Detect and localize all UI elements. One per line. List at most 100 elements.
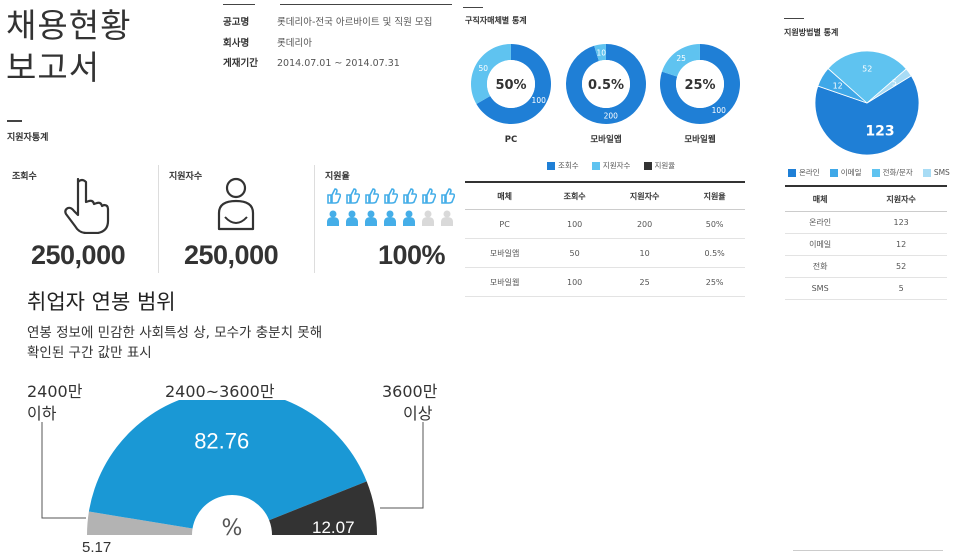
thumb-icon xyxy=(346,188,360,204)
thumb-icon xyxy=(327,188,341,204)
table-header-row: 매체 지원자수 xyxy=(785,185,947,212)
legend-swatch xyxy=(922,169,931,177)
donut-value-label: 25 xyxy=(676,54,686,63)
person-mini-icon xyxy=(346,210,358,226)
table-header: 조회수 xyxy=(544,181,605,210)
method-pie-chart: 123 12 52 5 xyxy=(814,50,920,156)
hand-pointer-icon xyxy=(64,178,110,234)
donut-slice xyxy=(566,44,646,124)
legend-label: SMS xyxy=(933,168,950,177)
rate-label: 지원율 xyxy=(325,172,350,182)
table-row: 전화 52 xyxy=(785,255,947,278)
donut-title: 모바일앱 xyxy=(590,134,621,145)
table-cell: 100 xyxy=(544,267,605,297)
range-low-label-2: 이하 xyxy=(27,404,57,423)
legend-item: 조회수 xyxy=(547,160,579,171)
rate-value: 100% xyxy=(378,240,446,270)
meta-value: 2014.07.01 ~ 2014.07.31 xyxy=(277,58,400,69)
rate-icon-grid xyxy=(325,187,460,231)
table-cell: 모바일웹 xyxy=(465,267,545,297)
thumb-icon xyxy=(422,188,436,204)
meta-value: 롯데리아-전국 아르바이트 및 직원 모집 xyxy=(277,17,433,28)
section-rule xyxy=(784,18,804,19)
pie-value-label: 123 xyxy=(865,124,894,140)
legend-label: 조회수 xyxy=(558,161,579,170)
legend-swatch xyxy=(871,169,880,177)
table-cell: 전화 xyxy=(785,255,856,278)
gauge-center-unit: % xyxy=(222,516,243,541)
range-low-label-1: 2400만 xyxy=(27,382,83,401)
person-mini-icon xyxy=(422,210,434,226)
pie-value-label: 5 xyxy=(892,79,897,88)
legend-swatch xyxy=(547,162,555,170)
table-cell: 12 xyxy=(855,233,947,256)
donut-title: PC xyxy=(505,135,517,145)
donut-center-label: 0.5% xyxy=(588,78,624,93)
legend-swatch xyxy=(591,162,600,170)
meta-key: 회사명 xyxy=(223,38,250,49)
section-rule xyxy=(7,120,22,122)
gauge-value-label: 5.17 xyxy=(82,539,111,555)
legend-swatch xyxy=(788,169,796,177)
salary-desc-line2: 확인된 구간 값만 표시 xyxy=(27,345,152,361)
salary-title: 취업자 연봉 범위 xyxy=(27,290,176,314)
pie-value-label: 52 xyxy=(862,65,872,74)
media-donut-charts: 50% 100 50 PC 0.5% 200 10 모바일앱 25% 100 25 모바일웹 xyxy=(471,44,740,145)
meta-rule-2 xyxy=(280,4,452,5)
table-cell: 온라인 xyxy=(785,211,856,234)
donut-value-label: 100 xyxy=(532,96,547,105)
meta-row-company: 회사명 롯데리아 xyxy=(223,35,312,49)
table-cell: 50% xyxy=(684,209,745,239)
method-legend: 온라인 이메일 전화/문자 SMS xyxy=(788,160,950,179)
table-cell: 25 xyxy=(604,267,685,297)
person-mini-icon xyxy=(403,210,415,226)
report-title-line1: 채용현황 xyxy=(6,6,132,45)
donut-value-label: 200 xyxy=(604,112,619,121)
stat-divider xyxy=(158,165,159,273)
section-rule xyxy=(463,7,483,8)
pie-slice xyxy=(827,50,907,104)
table-cell: 100 xyxy=(544,209,605,239)
gauge-segment xyxy=(88,400,367,529)
donut-slice xyxy=(594,44,606,62)
method-stats-title: 지원방법별 통계 xyxy=(784,28,839,37)
table-row: 이메일 12 xyxy=(785,233,947,256)
legend-swatch xyxy=(643,162,652,170)
table-header: 매체 xyxy=(465,181,545,210)
table-header-row: 매체 조회수 지원자수 지원율 xyxy=(465,181,745,210)
applicant-stats-title: 지원자통계 xyxy=(7,133,49,143)
table-row: 모바일웹 100 25 25% xyxy=(465,267,745,297)
range-high-label-2: 이상 xyxy=(403,404,433,423)
table-row: 온라인 123 xyxy=(785,211,947,234)
donut-hole xyxy=(676,60,724,108)
table-header: 매체 xyxy=(785,185,856,212)
legend-label: 지원율 xyxy=(654,161,676,170)
table-row: 모바일앱 50 10 0.5% xyxy=(465,238,745,268)
donut-value-label: 10 xyxy=(596,48,606,57)
donut-center-label: 50% xyxy=(495,78,526,93)
legend-item: 이메일 xyxy=(829,167,862,178)
legend-item: 전화/문자 xyxy=(871,167,913,178)
table-cell: PC xyxy=(465,209,545,239)
donut-slice xyxy=(661,44,700,77)
meta-key: 게재기간 xyxy=(223,58,258,69)
table-header: 지원자수 xyxy=(855,185,947,212)
donut-hole xyxy=(582,60,630,108)
leader-line-low xyxy=(41,422,86,519)
legend-item: 지원자수 xyxy=(591,160,630,171)
table-cell: 25% xyxy=(684,267,745,297)
table-cell: 200 xyxy=(604,209,685,239)
thumb-icon xyxy=(365,188,379,204)
applicants-value: 250,000 xyxy=(184,240,279,270)
meta-key: 공고명 xyxy=(223,17,250,28)
meta-value: 롯데리아 xyxy=(277,38,312,49)
salary-desc-line1: 연봉 정보에 민감한 사회특성 상, 모수가 충분치 못해 xyxy=(27,325,323,341)
legend-swatch xyxy=(829,169,838,177)
views-label: 조회수 xyxy=(12,172,37,182)
media-table: 매체 조회수 지원자수 지원율 PC 100 200 50% 모바일앱 50 10 0.5%… xyxy=(465,181,745,297)
views-value: 250,000 xyxy=(31,240,126,270)
meta-row-period: 게재기간 2014.07.01 ~ 2014.07.31 xyxy=(223,55,400,69)
legend-label: 전화/문자 xyxy=(882,168,913,177)
table-cell: 50 xyxy=(544,238,605,268)
person-mini-icon xyxy=(365,210,377,226)
